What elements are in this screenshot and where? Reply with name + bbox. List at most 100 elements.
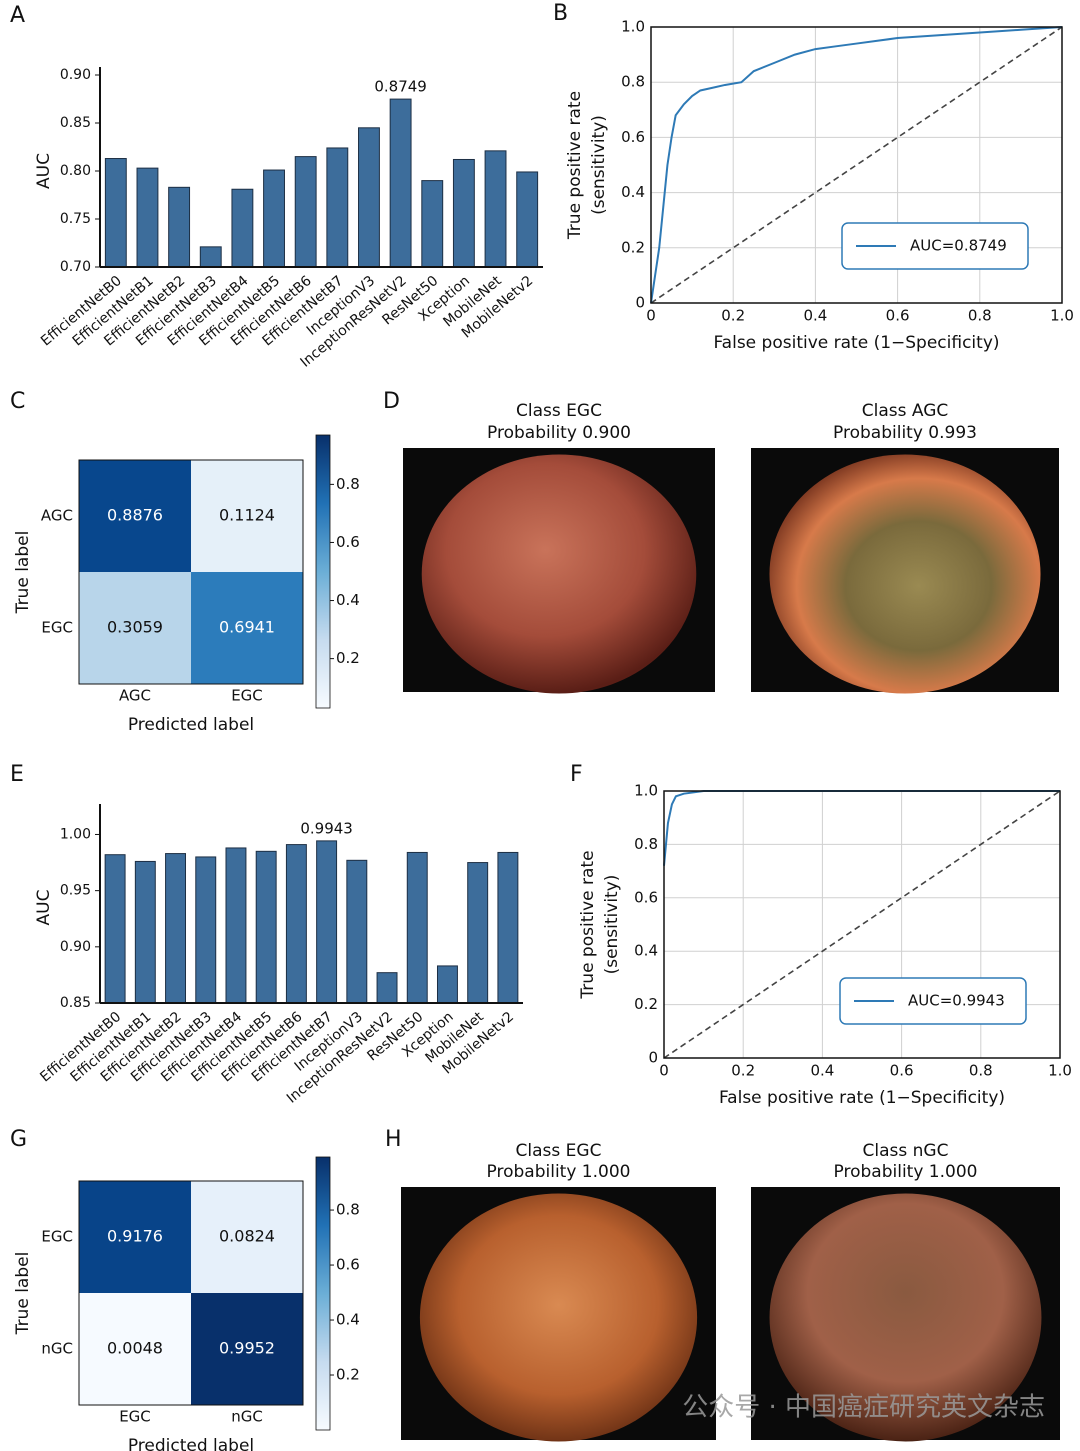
y-tick-label: 0.4 [634,942,658,960]
x-tick-label: 0.4 [810,1062,834,1080]
y-axis-label: AUC [34,153,54,189]
endoscopy-view [421,454,697,694]
row-label: nGC [41,1340,73,1358]
panel-label: D [383,389,400,414]
y-tick-label: 0.8 [634,835,658,853]
bar [294,156,317,268]
legend-label: AUC=0.8749 [910,237,1007,255]
cell-label: 0.6941 [219,618,275,637]
endoscopy-view [769,1193,1042,1442]
column-label: EGC [231,687,263,705]
x-tick-label: 1.0 [1050,307,1074,325]
x-tick-label: 0 [659,1062,669,1080]
bar [136,167,159,268]
bar [376,972,398,1004]
y-tick-label: 0.2 [634,995,658,1013]
panel-label: H [385,1127,402,1152]
bar [358,127,380,268]
y-tick-label: 0.90 [60,67,91,83]
y-tick-label: 0.90 [60,939,91,955]
panel-label: E [10,762,24,787]
colorbar-tick-label: 0.4 [336,1311,360,1329]
colorbar-tick-label: 0.8 [336,475,360,493]
bar [195,856,217,1004]
y-tick-label: 0 [648,1049,658,1067]
colorbar-tick-label: 0.2 [336,1366,360,1384]
x-tick-label: 0.4 [803,307,827,325]
cell [191,1293,303,1405]
y-tick-label: 1.00 [60,826,91,842]
x-tick-label: 0.2 [721,307,745,325]
legend-box [839,977,1027,1025]
cell-label: 0.9952 [219,1339,275,1358]
y-axis-label: True label [13,1252,33,1336]
image-title: Probability 0.993 [833,423,977,443]
y-tick-label: 0.6 [621,128,645,146]
colorbar-tick-label: 0.6 [336,1256,360,1274]
colorbar-tick-label: 0.6 [336,533,360,551]
bar [316,840,338,1004]
bar [452,158,475,268]
cell [79,1293,191,1405]
x-tick-label: 0.8 [969,1062,993,1080]
bar [263,169,285,268]
y-tick-label: 0.75 [60,211,91,227]
y-tick-label: 0.95 [60,883,91,899]
colorbar-tick-label: 0.2 [336,649,360,667]
cell-label: 0.8876 [107,506,163,525]
image-title: Class EGC [516,401,602,421]
y-tick-label: 1.0 [634,782,658,800]
x-axis-label: False positive rate (1−Specificity) [719,1088,1005,1108]
cell [191,1181,303,1293]
panel-label: A [10,3,25,28]
endoscopy-view [419,1193,698,1442]
panel-label: F [570,762,583,787]
bar [165,853,187,1004]
y-tick-label: 0.2 [621,238,645,256]
x-axis-label: False positive rate (1−Specificity) [713,333,999,353]
y-tick-label: 0.80 [60,163,91,179]
y-tick-label: 0.4 [621,183,645,201]
bar [436,965,458,1004]
column-label: nGC [231,1408,263,1426]
image-title: Probability 1.000 [834,1162,978,1182]
legend-label: AUC=0.9943 [908,992,1005,1010]
y-tick-label: 0.70 [60,259,91,275]
y-tick-label: 0 [635,294,645,312]
cell [79,572,191,684]
bar [467,862,489,1004]
matrix-frame [78,459,304,685]
colorbar-tick-label: 0.8 [336,1201,360,1219]
roc-curve [650,26,1063,304]
y-tick-label: 0.85 [60,995,91,1011]
column-label: AGC [119,687,151,705]
watermark: 公众号 · 中国癌症研究英文杂志 [682,1393,1045,1423]
matrix-frame [78,1180,304,1406]
bar [497,851,519,1004]
bar [104,854,126,1004]
row-label: AGC [41,507,73,525]
value-label: 0.8749 [374,78,427,96]
colorbar [315,434,331,709]
x-tick-label: 1.0 [1048,1062,1072,1080]
bar [168,186,191,268]
bar [255,850,277,1004]
bar [104,158,127,268]
y-tick-label: 1.0 [621,18,645,36]
cell-label: 0.9176 [107,1227,163,1246]
cell-label: 0.0048 [107,1339,163,1358]
x-tick-label: 0.8 [968,307,992,325]
cell-label: 0.1124 [219,506,275,525]
y-axis-label: (sensitivity) [589,115,609,215]
image-title: Probability 1.000 [487,1162,631,1182]
x-tick-label: 0.2 [731,1062,755,1080]
x-axis-label: Predicted label [128,715,254,735]
x-axis-label: Predicted label [128,1436,254,1451]
y-tick-label: 0.85 [60,115,91,131]
y-axis-label: (sensitivity) [602,875,622,975]
column-label: EGC [119,1408,151,1426]
bar [516,171,539,268]
bar [406,851,428,1004]
y-axis-label: True positive rate [578,850,598,999]
